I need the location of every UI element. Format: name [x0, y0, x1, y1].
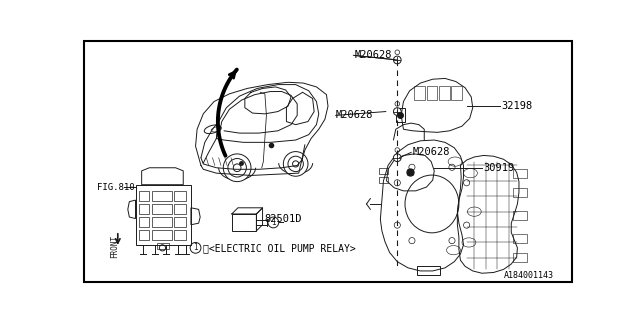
Text: A184001143: A184001143 [504, 271, 554, 280]
Circle shape [394, 108, 401, 116]
Bar [513, 169, 527, 178]
Bar [136, 185, 191, 245]
Text: 82501D: 82501D [265, 213, 302, 224]
Bar [174, 217, 186, 227]
Text: M20628: M20628 [355, 50, 392, 60]
Bar [157, 243, 170, 249]
Bar [152, 204, 172, 214]
Text: FRONT: FRONT [110, 235, 119, 258]
Bar [139, 230, 149, 240]
Bar [379, 177, 388, 183]
Text: ①<ELECTRIC OIL PUMP RELAY>: ①<ELECTRIC OIL PUMP RELAY> [204, 243, 356, 253]
Bar [513, 253, 527, 262]
Circle shape [223, 154, 251, 182]
Text: 1: 1 [193, 243, 198, 252]
Text: M20628: M20628 [413, 147, 450, 157]
Bar [513, 188, 527, 197]
Circle shape [394, 56, 401, 64]
Bar [427, 86, 437, 100]
Text: FIG.810: FIG.810 [97, 182, 134, 191]
Bar [513, 234, 527, 243]
Circle shape [394, 154, 401, 162]
Bar [174, 230, 186, 240]
Text: 32198: 32198 [501, 101, 532, 111]
Bar [152, 230, 172, 240]
Bar [139, 191, 149, 201]
Bar [414, 86, 425, 100]
Bar [396, 108, 405, 122]
Bar [139, 217, 149, 227]
Circle shape [284, 152, 308, 176]
Bar [513, 211, 527, 220]
Bar [417, 266, 440, 275]
Bar [139, 204, 149, 214]
Bar [379, 168, 388, 174]
Bar [232, 214, 257, 231]
Bar [152, 217, 172, 227]
Bar [174, 191, 186, 201]
Text: 30919: 30919 [484, 163, 515, 173]
Text: M20628: M20628 [336, 110, 373, 120]
Bar [152, 191, 172, 201]
Bar [451, 86, 462, 100]
Bar [439, 86, 450, 100]
Text: 1: 1 [271, 218, 276, 227]
Bar [174, 204, 186, 214]
